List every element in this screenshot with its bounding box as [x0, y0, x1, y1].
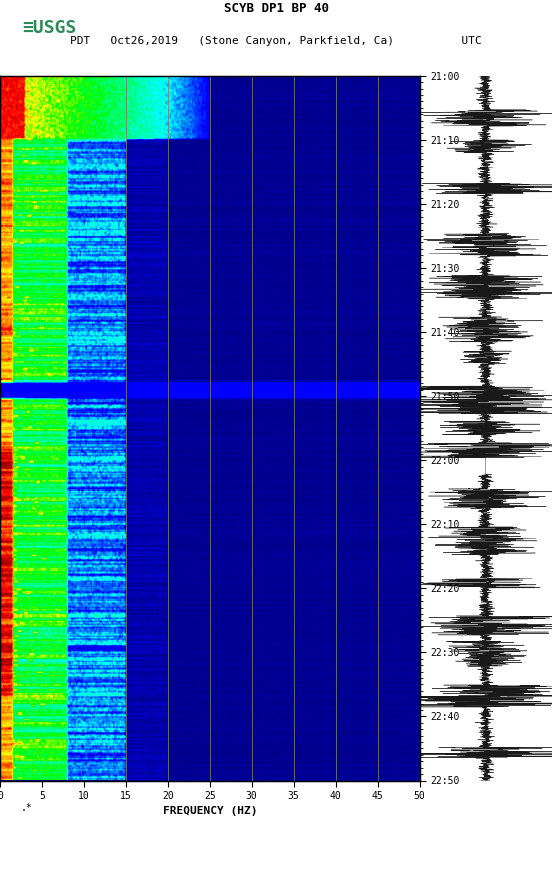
- Text: PDT   Oct26,2019   (Stone Canyon, Parkfield, Ca)          UTC: PDT Oct26,2019 (Stone Canyon, Parkfield,…: [70, 37, 482, 46]
- Text: SCYB DP1 BP 40: SCYB DP1 BP 40: [224, 2, 328, 14]
- Text: ≡USGS: ≡USGS: [22, 19, 77, 37]
- Text: .*: .*: [21, 803, 33, 813]
- X-axis label: FREQUENCY (HZ): FREQUENCY (HZ): [162, 806, 257, 816]
